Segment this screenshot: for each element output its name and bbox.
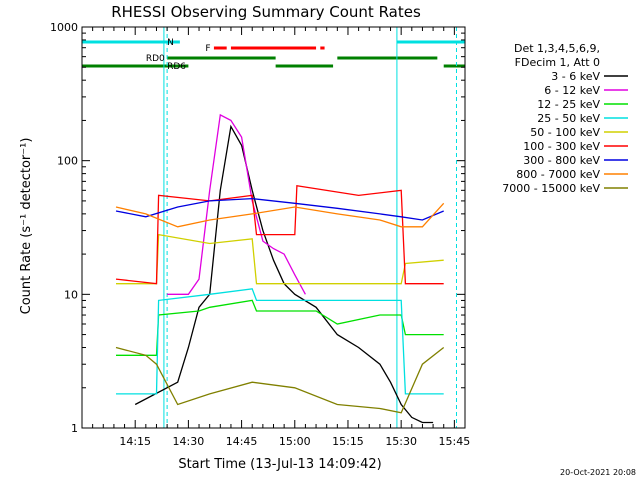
legend-header: FDecim 1, Att 0 (515, 56, 600, 69)
series-line-0 (134, 124, 434, 424)
chart-title: RHESSI Observing Summary Count Rates (111, 3, 421, 21)
x-tick-label: 15:45 (439, 435, 471, 448)
x-tick-label: 15:15 (332, 435, 364, 448)
legend-label: 6 - 12 keV (544, 84, 600, 97)
series-line-6 (115, 197, 444, 221)
y-axis-label: Count Rate (s⁻¹ detector⁻¹) (19, 138, 34, 315)
flag-n-label: N (167, 38, 174, 48)
legend-label: 50 - 100 keV (530, 126, 600, 139)
legend-label: 800 - 7000 keV (516, 168, 600, 181)
series-group (115, 113, 445, 424)
legend-label: 25 - 50 keV (537, 112, 600, 125)
legend-label: 300 - 800 keV (523, 154, 600, 167)
flag-f-label: F (205, 44, 210, 54)
y-tick-label: 10 (64, 288, 78, 301)
series-line-4 (116, 233, 444, 285)
timestamp: 20-Oct-2021 20:08 (560, 468, 636, 477)
legend: Det 1,3,4,5,6,9,FDecim 1, Att 03 - 6 keV… (502, 42, 628, 195)
y-tick-label: 1000 (50, 21, 78, 34)
x-tick-label: 15:30 (385, 435, 417, 448)
series-line-7 (115, 202, 445, 228)
legend-header: Det 1,3,4,5,6,9, (514, 42, 600, 55)
x-axis-label: Start Time (13-Jul-13 14:09:42) (178, 457, 381, 472)
y-tick-label: 100 (57, 155, 78, 168)
series-line-3 (116, 288, 444, 395)
series-line-1 (167, 113, 306, 295)
x-tick-label: 14:45 (226, 435, 258, 448)
series-line-8 (115, 346, 445, 414)
flag-rd0-label: RD0 (146, 54, 165, 64)
y-tick-label: 1 (71, 422, 78, 435)
x-tick-label: 14:15 (119, 435, 151, 448)
legend-label: 7000 - 15000 keV (502, 182, 600, 195)
flag-rd6-label: RD6 (167, 62, 186, 72)
legend-label: 100 - 300 keV (523, 140, 600, 153)
legend-label: 3 - 6 keV (551, 70, 600, 83)
axes: 1 10 100 1000 14:15 14:30 14:45 15:00 15:15 15:30… (50, 21, 470, 448)
legend-label: 12 - 25 keV (537, 98, 600, 111)
series-line-5 (115, 184, 444, 285)
x-tick-label: 15:00 (279, 435, 311, 448)
x-tick-label: 14:30 (173, 435, 205, 448)
